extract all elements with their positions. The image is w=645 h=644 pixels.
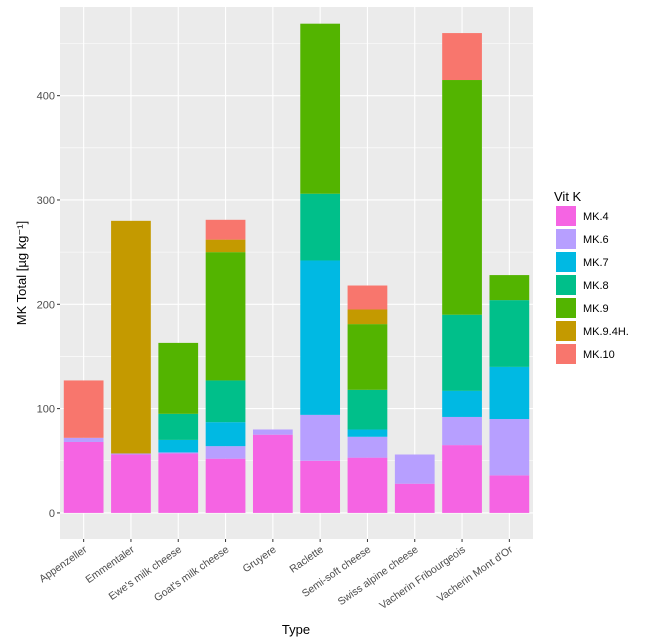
legend-label: MK.8 — [583, 280, 609, 292]
bar-segment-mk-9 — [489, 275, 530, 301]
y-tick-label: 200 — [37, 299, 55, 311]
x-tick-label: Appenzeller — [37, 543, 90, 585]
bar-segment-mk-9-4h — [111, 220, 151, 454]
bar-segment-mk-4 — [394, 483, 435, 513]
legend-label: MK.7 — [583, 257, 609, 269]
x-axis-title: Type — [282, 622, 310, 637]
bar-segment-mk-9 — [300, 23, 341, 194]
bar-segment-mk-4 — [489, 475, 530, 513]
bar-segment-mk-4 — [442, 445, 482, 513]
legend-swatch — [556, 321, 576, 341]
bar-segment-mk-6 — [394, 454, 435, 484]
bar-segment-mk-6 — [489, 419, 530, 476]
bar-segment-mk-9-4h — [205, 239, 246, 253]
bar-segment-mk-10 — [442, 33, 482, 81]
legend-title: Vit K — [554, 189, 582, 204]
legend-label: MK.10 — [583, 349, 615, 361]
bar-segment-mk-6 — [111, 453, 151, 455]
bar-segment-mk-7 — [300, 260, 341, 415]
bar-segment-mk-9 — [158, 342, 199, 414]
bar-segment-mk-9-4h — [347, 309, 388, 325]
legend-swatch — [556, 298, 576, 318]
bar-segment-mk-4 — [158, 453, 199, 513]
legend-swatch — [556, 275, 576, 295]
bar-segment-mk-9 — [205, 252, 246, 381]
bar-segment-mk-8 — [158, 413, 199, 440]
bar-segment-mk-6 — [252, 429, 293, 435]
legend-label: MK.9.4H. — [583, 326, 629, 338]
legend: Vit K MK.4 MK.6 MK.7 MK.8 MK.9 MK.9.4H. MK.10 — [554, 189, 629, 364]
bar-segment-mk-7 — [442, 390, 482, 417]
bar-segment-mk-6 — [205, 446, 246, 459]
bar-segment-mk-8 — [300, 193, 341, 261]
y-axis-ticks: 0 100 200 300 400 — [37, 91, 60, 520]
bar-segment-mk-9 — [347, 324, 388, 390]
legend-label: MK.4 — [583, 211, 609, 223]
bar-segment-mk-8 — [442, 314, 482, 391]
y-tick-label: 0 — [49, 508, 55, 520]
bar-segment-mk-6 — [63, 437, 104, 442]
legend-swatch — [556, 252, 576, 272]
bar-segment-mk-8 — [347, 389, 388, 430]
bar-segment-mk-4 — [347, 457, 388, 513]
bar-segment-mk-4 — [300, 460, 341, 513]
bar-segment-mk-9 — [442, 80, 482, 315]
legend-swatch — [556, 344, 576, 364]
bar-segment-mk-8 — [489, 300, 530, 367]
bar-segment-mk-7 — [205, 422, 246, 447]
bar-segment-mk-6 — [442, 416, 482, 446]
bar-segment-mk-6 — [300, 414, 341, 461]
bar-segment-mk-10 — [63, 380, 104, 438]
bars — [63, 23, 530, 513]
legend-swatch — [556, 206, 576, 226]
bar-segment-mk-4 — [111, 454, 151, 513]
bar-segment-mk-7 — [489, 366, 530, 420]
y-tick-label: 300 — [37, 195, 55, 207]
bar-segment-mk-4 — [205, 458, 246, 513]
bar-segment-mk-10 — [347, 285, 388, 310]
y-tick-label: 100 — [37, 404, 55, 416]
bar-segment-mk-6 — [158, 452, 199, 454]
bar-segment-mk-10 — [205, 219, 246, 240]
bar-segment-mk-8 — [205, 380, 246, 423]
x-tick-label: Vacherin Fribourgeois — [377, 544, 467, 612]
x-tick-label: Swiss alpine cheese — [336, 544, 421, 608]
x-tick-label: Raclette — [287, 544, 326, 576]
bar-segment-mk-4 — [63, 441, 104, 513]
y-axis-title: MK Total [µg kg⁻¹] — [14, 221, 29, 325]
bar-segment-mk-7 — [347, 429, 388, 437]
bar-segment-mk-4 — [252, 434, 293, 513]
legend-label: MK.9 — [583, 303, 609, 315]
y-tick-label: 400 — [37, 91, 55, 103]
legend-swatch — [556, 229, 576, 249]
bar-segment-mk-6 — [347, 436, 388, 458]
legend-label: MK.6 — [583, 234, 609, 246]
x-tick-label: Gruyere — [241, 544, 279, 576]
bar-segment-mk-7 — [158, 439, 199, 453]
